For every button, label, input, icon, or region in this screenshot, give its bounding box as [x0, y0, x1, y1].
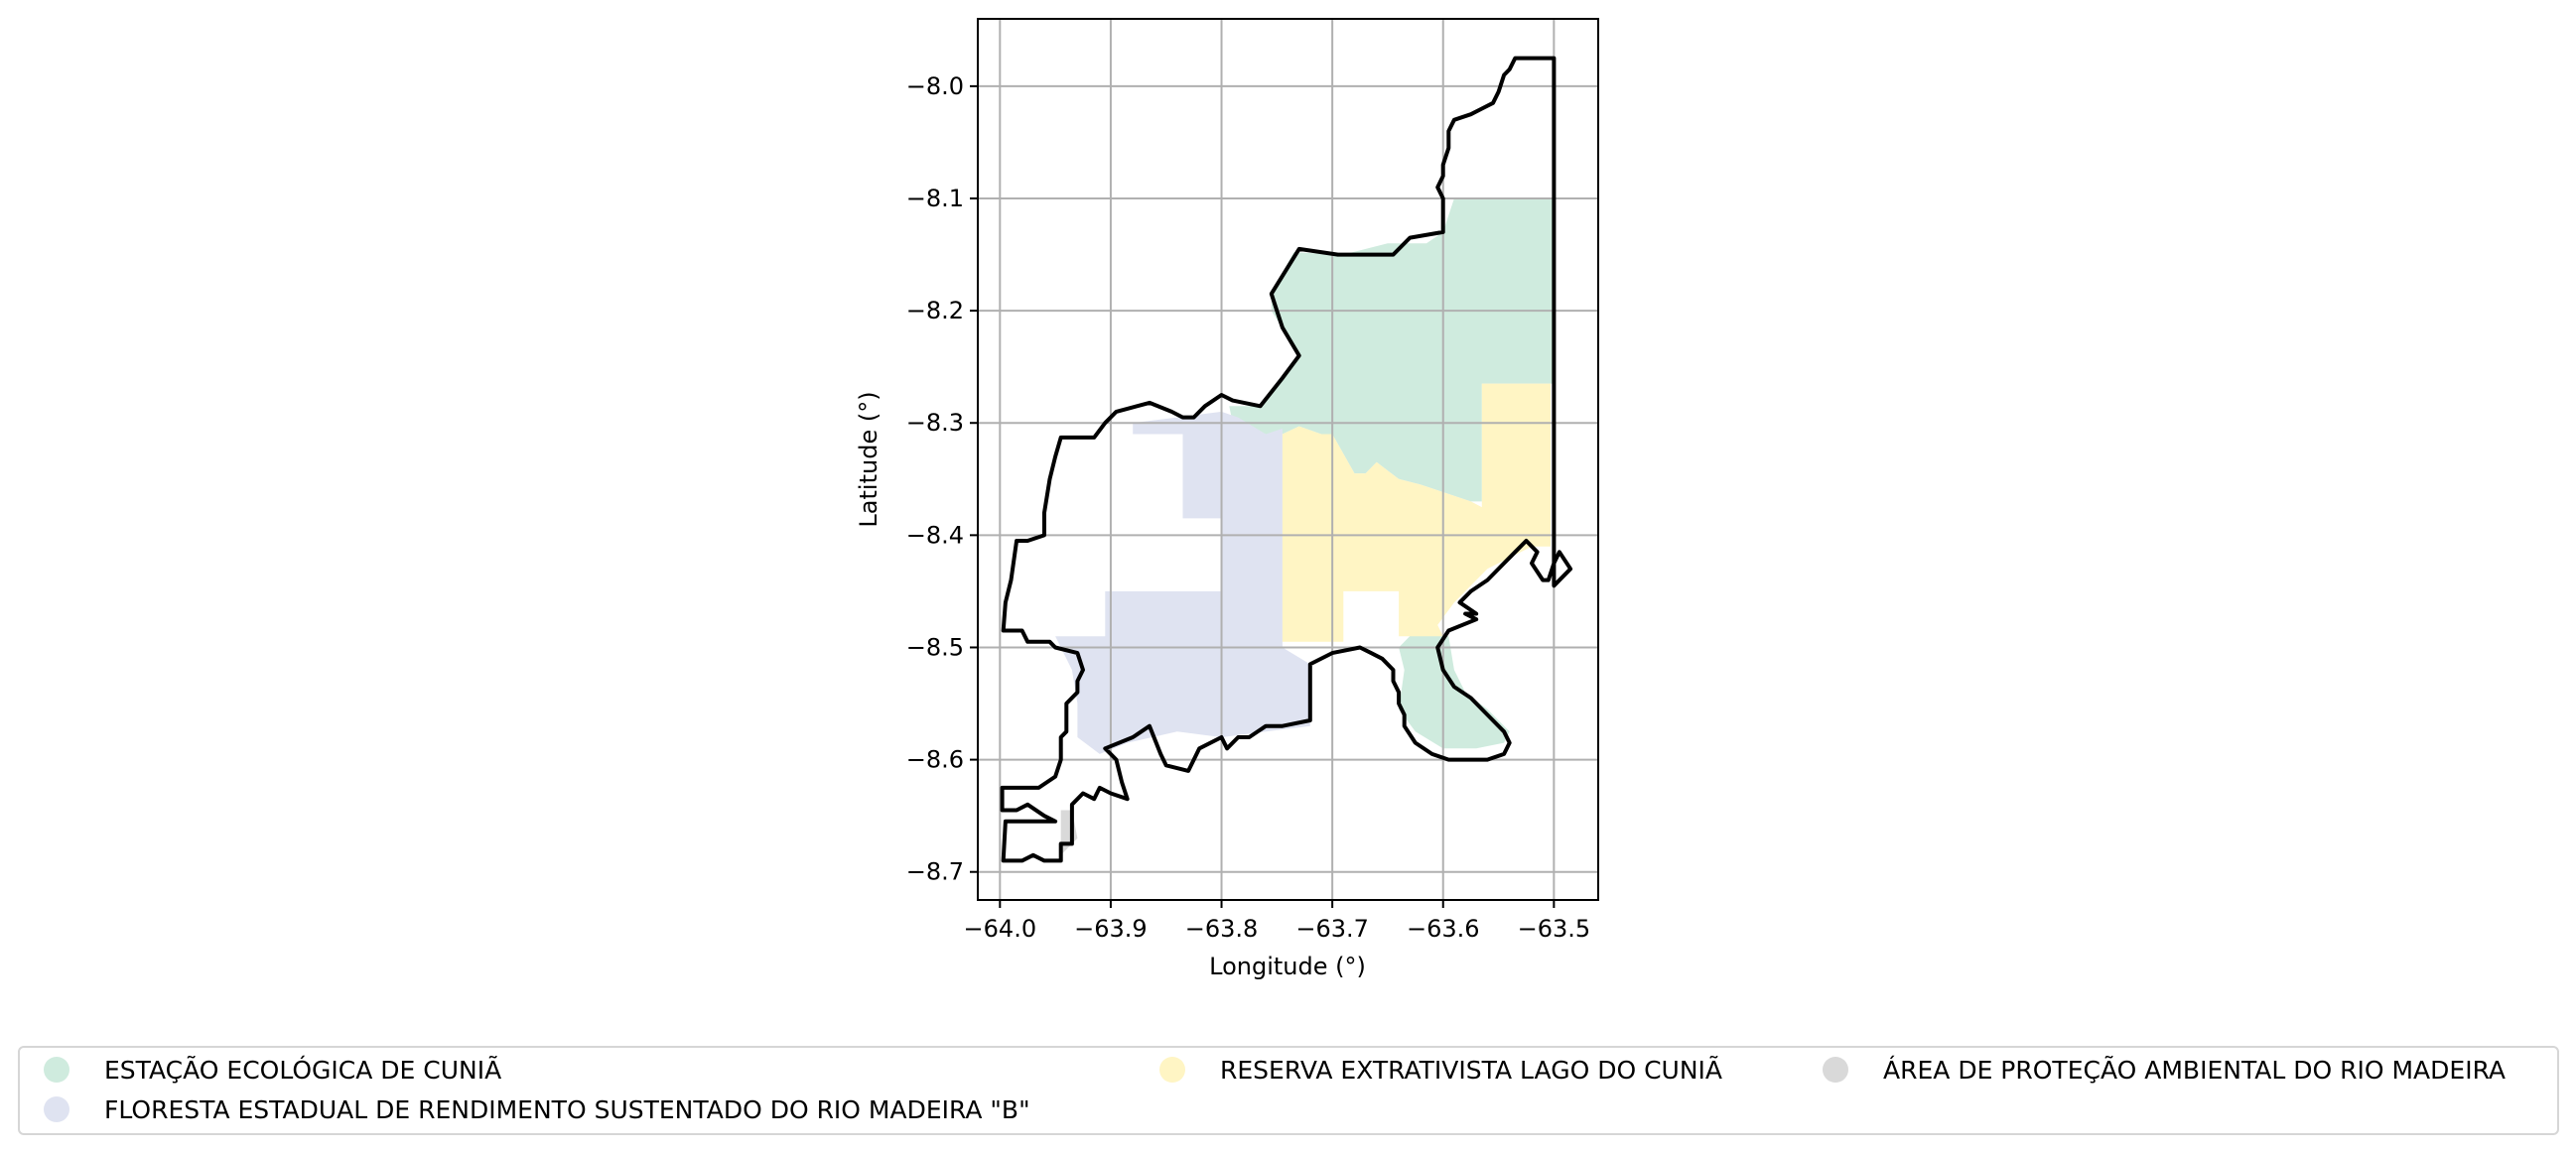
y-tick-label: −8.0 [906, 72, 964, 100]
legend-item-reserva-extrativista: RESERVA EXTRATIVISTA LAGO DO CUNIÃ [1159, 1052, 1722, 1088]
legend-marker [44, 1096, 69, 1122]
legend-marker [1823, 1057, 1848, 1083]
x-tick-label: −63.6 [1407, 915, 1480, 943]
y-tick-label: −8.7 [906, 858, 964, 886]
legend-marker [1159, 1057, 1185, 1083]
y-tick-label: −8.4 [906, 521, 964, 549]
y-tick-label: −8.3 [906, 409, 964, 437]
legend-label: FLORESTA ESTADUAL DE RENDIMENTO SUSTENTA… [104, 1094, 1030, 1124]
x-tick-label: −63.9 [1074, 915, 1148, 943]
x-axis-title: Longitude (°) [1209, 953, 1366, 980]
plot-frame [977, 18, 1599, 901]
boundary-outline [1000, 56, 1573, 863]
protected-areas [1055, 198, 1555, 855]
area-polygon-1 [1055, 411, 1310, 754]
legend-label: ÁREA DE PROTEÇÃO AMBIENTAL DO RIO MADEIR… [1883, 1055, 2507, 1085]
y-tick-label: −8.5 [906, 633, 964, 661]
legend-marker [44, 1057, 69, 1083]
y-tick-label: −8.6 [906, 746, 964, 774]
x-tick-label: −63.8 [1185, 915, 1259, 943]
legend-item-floresta-estadual: FLORESTA ESTADUAL DE RENDIMENTO SUSTENTA… [44, 1091, 1030, 1127]
y-axis-title: Latitude (°) [855, 391, 882, 527]
legend-label: RESERVA EXTRATIVISTA LAGO DO CUNIÃ [1220, 1055, 1722, 1085]
area-polygon-0 [1399, 630, 1510, 749]
y-tick-label: −8.1 [906, 185, 964, 212]
axis-ticks: −64.0 −63.9 −63.8 −63.7 −63.6 −63.5 −8.0 −8.1 −8… [906, 72, 1590, 943]
y-tick-label: −8.2 [906, 297, 964, 324]
legend: ESTAÇÃO ECOLÓGICA DE CUNIÃ FLORESTA ESTA… [18, 1046, 2559, 1135]
legend-item-estacao-ecologica: ESTAÇÃO ECOLÓGICA DE CUNIÃ [44, 1052, 501, 1088]
municipality-boundary [1000, 56, 1573, 863]
area-polygon-2 [1282, 383, 1551, 642]
legend-item-area-protecao: ÁREA DE PROTEÇÃO AMBIENTAL DO RIO MADEIR… [1823, 1052, 2506, 1088]
area-polygon-0 [1229, 198, 1555, 502]
x-tick-label: −63.7 [1295, 915, 1369, 943]
legend-label: ESTAÇÃO ECOLÓGICA DE CUNIÃ [104, 1055, 502, 1085]
x-tick-label: −64.0 [964, 915, 1037, 943]
x-tick-label: −63.5 [1518, 915, 1591, 943]
